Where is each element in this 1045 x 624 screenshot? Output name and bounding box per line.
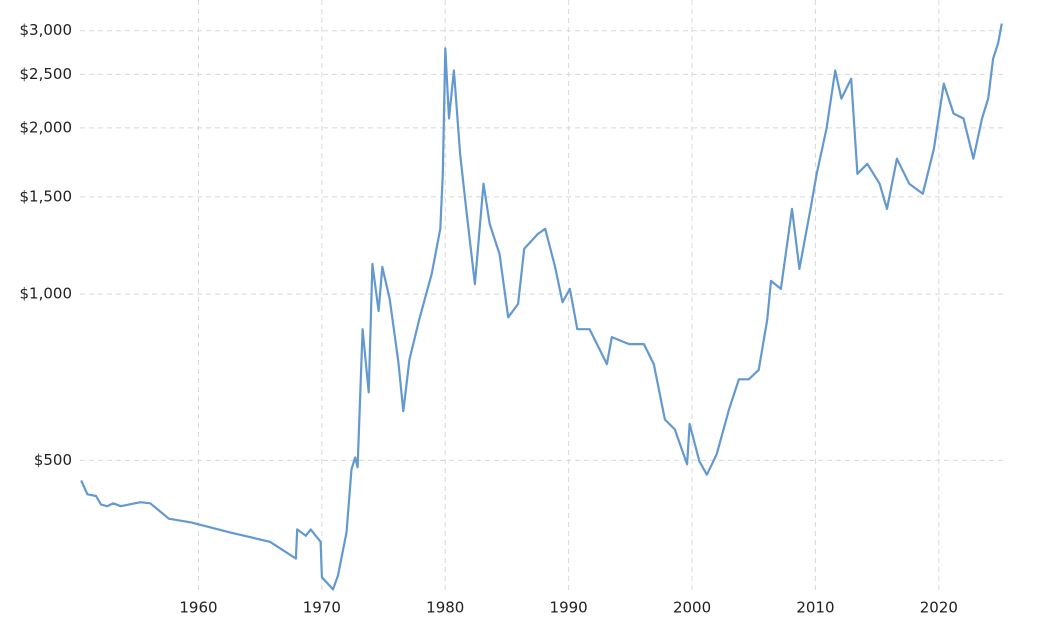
x-tick-label: 1960 <box>179 599 217 617</box>
y-tick-label: $1,500 <box>20 187 73 205</box>
y-tick-label: $2,000 <box>20 118 73 136</box>
x-tick-label: 2020 <box>920 599 958 617</box>
y-tick-label: $3,000 <box>20 21 73 39</box>
y-tick-label: $500 <box>34 451 72 469</box>
y-tick-label: $2,500 <box>20 65 73 83</box>
x-tick-label: 2010 <box>796 599 834 617</box>
x-tick-label: 2000 <box>673 599 711 617</box>
x-tick-label: 1980 <box>426 599 464 617</box>
y-tick-label: $1,000 <box>20 285 73 303</box>
x-tick-label: 1970 <box>303 599 341 617</box>
line-series <box>80 23 1003 591</box>
x-tick-label: 1990 <box>550 599 588 617</box>
